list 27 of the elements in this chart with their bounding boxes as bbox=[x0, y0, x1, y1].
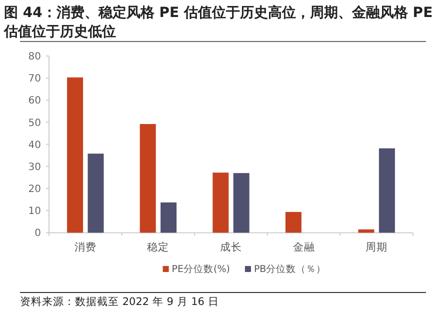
title: 图 44：消费、稳定风格 PE 估值位于历史高位，周期、金融风格 PE 估值位于历史低位 bbox=[4, 5, 433, 40]
x-tick-label: 消费 bbox=[74, 240, 96, 254]
y-tick-label: 50 bbox=[28, 118, 41, 129]
bar bbox=[88, 154, 104, 233]
x-tick-label: 金融 bbox=[292, 242, 315, 254]
y-tick-label: 40 bbox=[28, 140, 41, 151]
bar bbox=[160, 202, 177, 233]
y-tick-label: 10 bbox=[28, 206, 41, 218]
y-tick-label: 70 bbox=[28, 74, 41, 85]
y-tick-label: 30 bbox=[28, 162, 41, 173]
x-tick-label: 稳定 bbox=[147, 240, 170, 254]
bar bbox=[67, 77, 84, 233]
y-tick-label: 80 bbox=[28, 52, 41, 62]
bar bbox=[285, 212, 302, 233]
bar bbox=[233, 173, 250, 233]
y-tick-label: 60 bbox=[28, 96, 41, 107]
x-tick-label: 成长 bbox=[220, 240, 242, 254]
legend-label: PB分位数（％） bbox=[254, 263, 326, 275]
bar bbox=[358, 229, 374, 233]
bar bbox=[140, 124, 156, 233]
text: 资料来源：数据截至 2022 年 9 月 16 日 bbox=[20, 295, 219, 308]
y-tick-label: 20 bbox=[28, 184, 41, 196]
bar bbox=[212, 172, 229, 233]
x-tick-label: 周期 bbox=[366, 242, 388, 254]
bar bbox=[378, 148, 395, 233]
legend-label: PE分位数(%) bbox=[172, 263, 230, 275]
y-tick-label: 0 bbox=[34, 228, 41, 240]
